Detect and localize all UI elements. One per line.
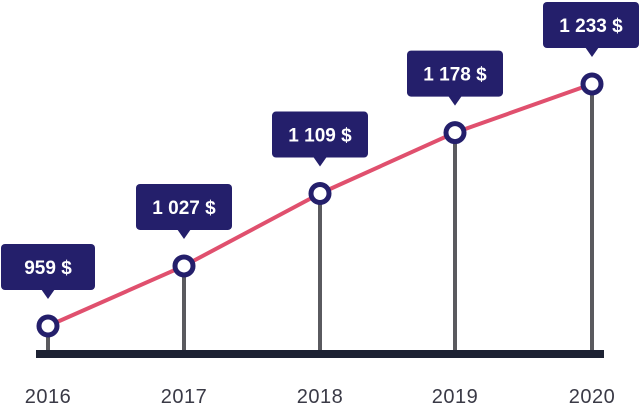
x-tick-label: 2018 (297, 386, 344, 408)
data-point-2020 (580, 72, 604, 96)
data-points (36, 72, 604, 338)
callout-pointer (585, 47, 599, 57)
callout-box (1, 244, 95, 290)
data-label: 959 $ (24, 258, 72, 279)
callout-pointer (177, 228, 191, 239)
callout-2016: 959 $ (1, 244, 95, 299)
data-point-2018 (308, 182, 332, 206)
data-label: 1 109 $ (288, 126, 352, 147)
stem-lines (46, 84, 594, 350)
callout-box (272, 111, 368, 158)
x-axis-labels: 2016 2017 2018 2019 2020 (25, 386, 616, 408)
data-label: 1 178 $ (423, 65, 487, 86)
data-point-2019 (443, 121, 467, 145)
callout-pointer (41, 289, 55, 299)
data-point-2017 (172, 254, 196, 278)
callout-box (407, 50, 503, 97)
data-label: 1 233 $ (559, 16, 623, 37)
data-label: 1 027 $ (152, 198, 216, 219)
callout-pointer (313, 156, 327, 167)
callout-2018: 1 109 $ (272, 111, 368, 167)
x-tick-label: 2020 (569, 386, 616, 408)
x-axis-baseline (36, 350, 604, 358)
callout-box (136, 183, 232, 230)
x-tick-label: 2016 (25, 386, 72, 408)
callout-pointer (448, 95, 462, 106)
callout-2020: 1 233 $ (543, 2, 639, 57)
data-point-2016 (36, 314, 60, 338)
value-callouts: 959 $ 1 027 $ 1 109 $ 1 178 $ 1 233 $ (1, 2, 639, 299)
callout-box (543, 2, 639, 48)
callout-2019: 1 178 $ (407, 50, 503, 106)
x-tick-label: 2019 (432, 386, 479, 408)
callout-2017: 1 027 $ (136, 183, 232, 239)
x-tick-label: 2017 (161, 386, 208, 408)
